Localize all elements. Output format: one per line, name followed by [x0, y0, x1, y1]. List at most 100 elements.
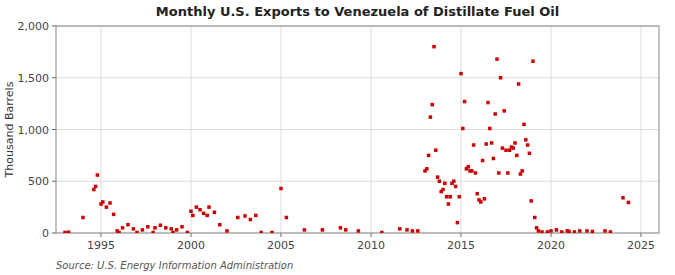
point	[520, 169, 524, 173]
point	[285, 216, 289, 220]
point	[339, 226, 343, 230]
point	[519, 172, 523, 176]
x-grid-line	[551, 26, 552, 233]
point	[141, 228, 145, 232]
point	[549, 229, 553, 233]
point	[504, 148, 508, 152]
x-tick-label: 2005	[267, 239, 295, 252]
point	[429, 115, 433, 119]
point	[508, 148, 512, 152]
x-grid-line	[281, 26, 282, 233]
point	[529, 199, 533, 203]
point	[180, 225, 184, 229]
point	[438, 180, 442, 184]
point	[344, 228, 348, 232]
point	[493, 112, 497, 116]
point	[198, 208, 202, 212]
point	[456, 221, 460, 225]
point	[153, 226, 157, 230]
point	[195, 205, 199, 209]
point	[457, 195, 461, 199]
point	[526, 143, 530, 147]
point	[445, 195, 449, 199]
point	[524, 138, 528, 142]
grid	[56, 26, 659, 233]
y-tick	[52, 233, 56, 234]
point	[94, 185, 98, 189]
point	[501, 146, 505, 150]
point	[171, 231, 175, 233]
y-tick-label: 1,500	[18, 72, 50, 85]
point	[175, 228, 179, 232]
x-tick	[191, 233, 192, 237]
plot-frame	[56, 26, 659, 233]
x-tick	[371, 233, 372, 237]
point	[213, 211, 217, 215]
chart: Monthly U.S. Exports to Venezuela of Dis…	[0, 0, 675, 275]
source-note: Source: U.S. Energy Information Administ…	[56, 260, 293, 271]
point	[578, 229, 582, 233]
point	[621, 196, 625, 200]
point	[533, 216, 537, 220]
y-tick	[52, 129, 56, 130]
point	[430, 103, 434, 107]
point	[555, 228, 559, 232]
y-tick-label: 2,000	[18, 20, 50, 33]
y-tick	[52, 26, 56, 27]
point	[531, 59, 535, 63]
y-tick	[52, 77, 56, 78]
x-tick-label: 2015	[447, 239, 475, 252]
point	[463, 100, 467, 104]
point	[398, 227, 402, 231]
point	[511, 146, 515, 150]
point	[146, 225, 150, 229]
point	[121, 226, 125, 230]
point	[411, 229, 415, 233]
point	[448, 195, 452, 199]
point	[540, 230, 544, 233]
point	[452, 180, 456, 184]
point	[132, 227, 136, 231]
point	[470, 169, 474, 173]
point	[67, 230, 71, 233]
point	[249, 218, 253, 222]
point	[191, 214, 195, 218]
point	[81, 216, 85, 220]
point	[259, 231, 263, 233]
point	[321, 228, 325, 232]
point	[441, 188, 445, 192]
point	[488, 127, 492, 131]
points	[63, 45, 630, 233]
point	[474, 171, 478, 175]
point	[101, 200, 105, 204]
y-tick-label: 1,000	[18, 124, 50, 137]
point	[603, 229, 607, 233]
y-grid-line	[56, 129, 659, 130]
point	[164, 226, 168, 230]
point	[434, 148, 438, 152]
point	[432, 45, 436, 49]
point	[454, 185, 458, 189]
point	[481, 159, 485, 163]
point	[484, 142, 488, 146]
title: Monthly U.S. Exports to Venezuela of Dis…	[156, 4, 559, 19]
point	[416, 229, 420, 233]
point	[151, 231, 155, 233]
point	[537, 229, 541, 233]
point	[186, 231, 190, 233]
point	[483, 197, 487, 201]
x-tick-label: 2020	[537, 239, 565, 252]
point	[427, 154, 431, 158]
point	[475, 192, 479, 196]
point	[225, 229, 229, 233]
point	[135, 231, 139, 233]
x-tick	[281, 233, 282, 237]
point	[461, 127, 465, 131]
point	[117, 231, 121, 233]
point	[63, 231, 67, 233]
x-tick-label: 2025	[627, 239, 655, 252]
point	[159, 223, 163, 227]
point	[218, 223, 222, 227]
point	[207, 205, 211, 209]
point	[236, 216, 240, 220]
